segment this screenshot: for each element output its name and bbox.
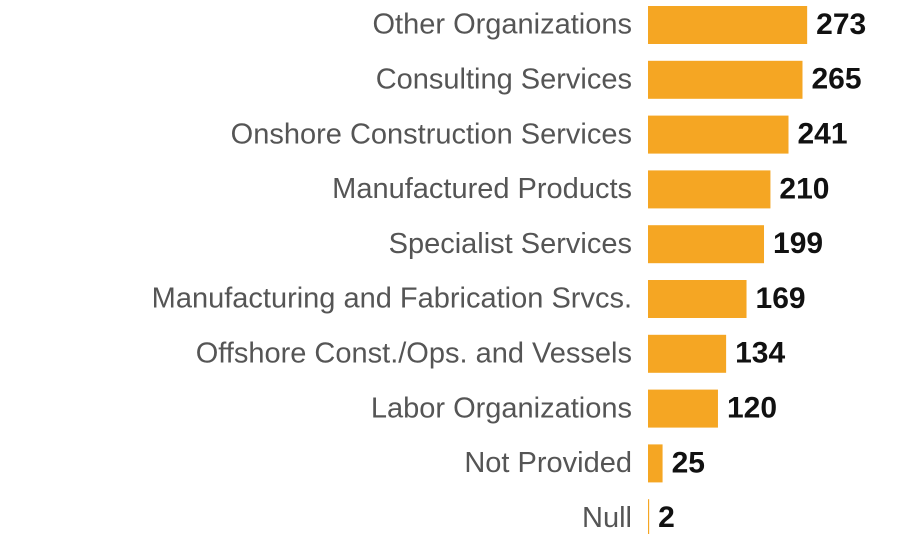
category-label: Offshore Const./Ops. and Vessels	[196, 337, 632, 369]
value-label: 2	[658, 501, 675, 534]
category-label: Consulting Services	[376, 63, 632, 95]
bar	[648, 389, 718, 428]
category-label: Not Provided	[464, 447, 632, 479]
value-label: 199	[773, 227, 823, 260]
value-label: 169	[756, 282, 806, 315]
bar	[648, 444, 663, 483]
category-label: Other Organizations	[372, 9, 632, 41]
bar	[648, 499, 650, 534]
value-label: 25	[672, 446, 705, 479]
bar	[648, 60, 803, 99]
value-label: 120	[727, 392, 777, 425]
bar	[648, 280, 747, 318]
value-label: 210	[779, 172, 829, 205]
category-label: Manufacturing and Fabrication Srvcs.	[152, 283, 632, 315]
category-label: Specialist Services	[389, 228, 632, 260]
bar	[648, 6, 808, 44]
value-label: 134	[735, 337, 785, 370]
value-label: 273	[816, 8, 866, 41]
bar	[648, 170, 771, 209]
category-label: Null	[582, 502, 632, 534]
bar	[648, 225, 765, 264]
value-label: 265	[811, 63, 861, 96]
category-label: Manufactured Products	[332, 173, 632, 205]
bar	[648, 334, 727, 373]
category-label: Labor Organizations	[371, 392, 632, 424]
value-label: 241	[798, 118, 848, 151]
category-label: Onshore Construction Services	[231, 118, 632, 150]
bar	[648, 115, 789, 154]
